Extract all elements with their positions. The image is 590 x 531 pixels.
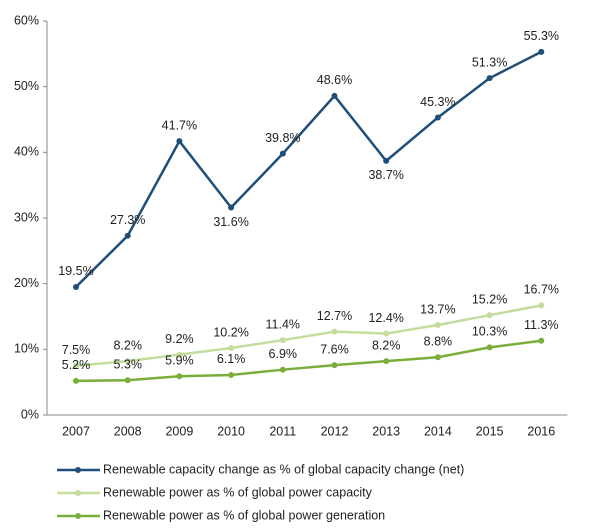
point [331,328,338,335]
data-label: 16.7% [524,283,559,297]
point [538,337,545,344]
point [434,322,441,329]
data-label: 13.7% [420,302,455,316]
point [331,362,338,369]
x-tick-label: 2012 [321,424,349,438]
point [279,150,286,157]
point [124,358,131,365]
data-label: 11.4% [266,317,301,331]
data-label: 8.8% [424,335,453,349]
y-tick-label: 50% [14,79,39,93]
data-label: 48.6% [317,73,352,87]
data-label: 51.3% [472,55,507,69]
data-label: 38.7% [368,168,403,182]
data-label: 7.5% [62,343,91,357]
series-line [75,304,542,367]
y-tick-label: 0% [21,407,39,421]
data-label: 9.2% [165,332,194,346]
data-label: 6.9% [269,347,298,361]
legend-label: Renewable capacity change as % of global… [103,462,464,476]
point [228,345,235,352]
data-label: 5.2% [62,358,91,372]
x-tick-label: 2016 [527,424,555,438]
point [331,92,338,99]
point [538,302,545,309]
point [73,377,79,384]
data-label: 27.3% [110,213,145,227]
point [383,358,390,365]
point [176,138,183,145]
point [176,373,183,380]
data-label: 55.3% [524,29,559,43]
data-label: 10.2% [213,325,248,339]
data-label: 10.3% [472,325,507,339]
y-tick-label: 60% [14,13,39,27]
x-tick-label: 2011 [269,424,296,438]
legend-marker [75,467,81,473]
point [73,283,79,290]
x-tick-label: 2010 [217,424,245,438]
point [124,377,131,384]
point [434,114,441,121]
x-tick-label: 2007 [62,424,90,438]
point [176,351,183,358]
data-label: 8.2% [372,338,401,352]
data-label: 15.2% [472,292,507,306]
data-label: 31.6% [213,215,248,229]
point [73,362,79,369]
point [279,366,286,373]
data-label: 45.3% [420,95,455,109]
legend-marker [75,513,81,519]
series-line [75,339,542,383]
data-label: 7.6% [320,342,349,356]
x-tick-label: 2013 [372,424,400,438]
y-tick-label: 30% [14,210,39,224]
x-tick-label: 2015 [476,424,504,438]
x-tick-label: 2014 [424,424,452,438]
data-label: 19.5% [58,264,93,278]
legend-marker [75,490,81,496]
point [383,330,390,337]
point [124,232,131,239]
series-line [75,50,542,288]
legend-label: Renewable power as % of global power cap… [103,485,373,499]
data-label: 39.8% [265,131,300,145]
y-tick-label: 20% [14,276,39,290]
point [228,371,235,378]
data-label: 8.2% [113,338,142,352]
data-label: 5.9% [165,354,194,368]
data-label: 5.3% [113,357,142,371]
point [279,337,286,344]
point [383,157,390,164]
point [538,48,545,55]
data-label: 6.1% [217,352,246,366]
point [228,204,235,211]
data-label: 41.7% [162,118,197,132]
x-tick-label: 2009 [165,424,193,438]
y-tick-label: 40% [14,145,39,159]
point [486,75,493,82]
point [434,354,441,361]
data-label: 11.3% [524,318,559,332]
y-tick-label: 10% [14,342,39,356]
legend-label: Renewable power as % of global power gen… [103,508,385,522]
point [486,344,493,351]
x-tick-label: 2008 [114,424,142,438]
data-label: 12.7% [317,309,352,323]
point [486,312,493,319]
data-label: 12.4% [368,311,403,325]
